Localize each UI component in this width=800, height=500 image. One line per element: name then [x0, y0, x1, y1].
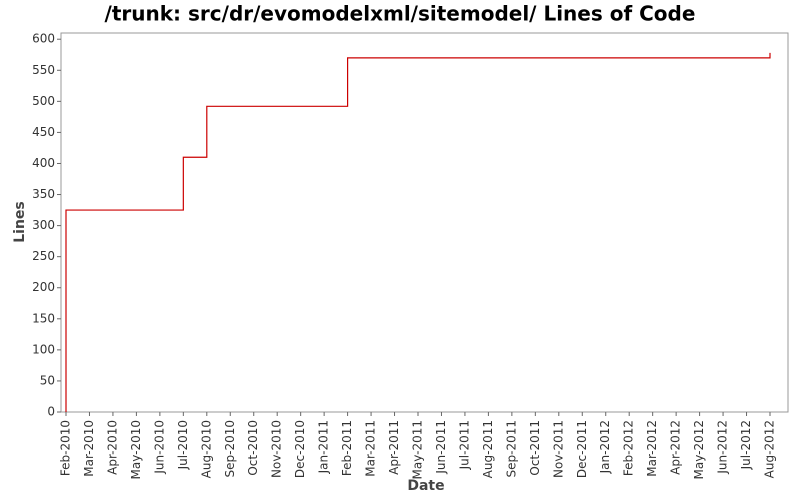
x-tick-label: Feb-2012	[622, 420, 636, 476]
x-tick-label: Mar-2010	[82, 420, 96, 477]
line	[65, 52, 771, 412]
x-tick-label: Feb-2011	[340, 420, 354, 476]
y-tick-label: 300	[32, 218, 55, 232]
x-tick-label: Nov-2011	[551, 420, 565, 478]
y-tick-label: 400	[32, 156, 55, 170]
x-tick-label: Apr-2010	[105, 420, 119, 475]
x-tick-label: Oct-2010	[246, 420, 260, 476]
y-tick-label: 550	[32, 63, 55, 77]
y-tick-label: 0	[47, 405, 55, 419]
x-tick-label: Feb-2010	[59, 420, 73, 476]
y-tick-label: 250	[32, 249, 55, 263]
x-tick-label: Sep-2010	[223, 420, 237, 478]
x-tick-label: Mar-2012	[645, 420, 659, 477]
x-tick-label: Aug-2011	[481, 420, 495, 478]
y-tick-label: 500	[32, 94, 55, 108]
x-tick-label: Jul-2011	[457, 420, 471, 470]
x-tick-label: Jan-2011	[317, 420, 331, 474]
y-tick-label: 600	[32, 32, 55, 46]
x-tick-label: Jun-2012	[716, 420, 730, 475]
x-tick-label: Apr-2012	[669, 420, 683, 475]
x-tick-label: Mar-2011	[364, 420, 378, 477]
x-tick-label: Jun-2011	[434, 420, 448, 475]
plot-area	[60, 32, 789, 413]
y-axis-label: Lines	[12, 201, 28, 243]
x-axis-label: Date	[407, 478, 444, 494]
x-tick-label: Jul-2010	[176, 420, 190, 470]
y-tick-label: 100	[32, 342, 55, 356]
x-tick-label: Jan-2012	[598, 420, 612, 474]
chart-title: /trunk: src/dr/evomodelxml/sitemodel/ Li…	[105, 2, 696, 26]
x-tick-label: May-2011	[411, 420, 425, 479]
x-tick-label: May-2012	[692, 420, 706, 479]
x-tick-label: Jun-2010	[152, 420, 166, 475]
y-tick-label: 450	[32, 125, 55, 139]
x-tick-label: Aug-2010	[199, 420, 213, 478]
y-tick-label: 150	[32, 311, 55, 325]
x-tick-label: Jul-2012	[739, 420, 753, 470]
x-tick-label: Dec-2010	[293, 420, 307, 478]
x-tick-label: May-2010	[129, 420, 143, 479]
y-tick-label: 200	[32, 280, 55, 294]
x-tick-label: Oct-2011	[528, 420, 542, 476]
y-tick-label: 350	[32, 187, 55, 201]
y-tick-label: 50	[40, 373, 55, 387]
x-tick-label: Nov-2010	[270, 420, 284, 478]
x-tick-label: Sep-2011	[504, 420, 518, 478]
x-tick-label: Dec-2011	[575, 420, 589, 478]
x-tick-label: Apr-2011	[387, 420, 401, 475]
x-tick-label: Aug-2012	[763, 420, 777, 478]
